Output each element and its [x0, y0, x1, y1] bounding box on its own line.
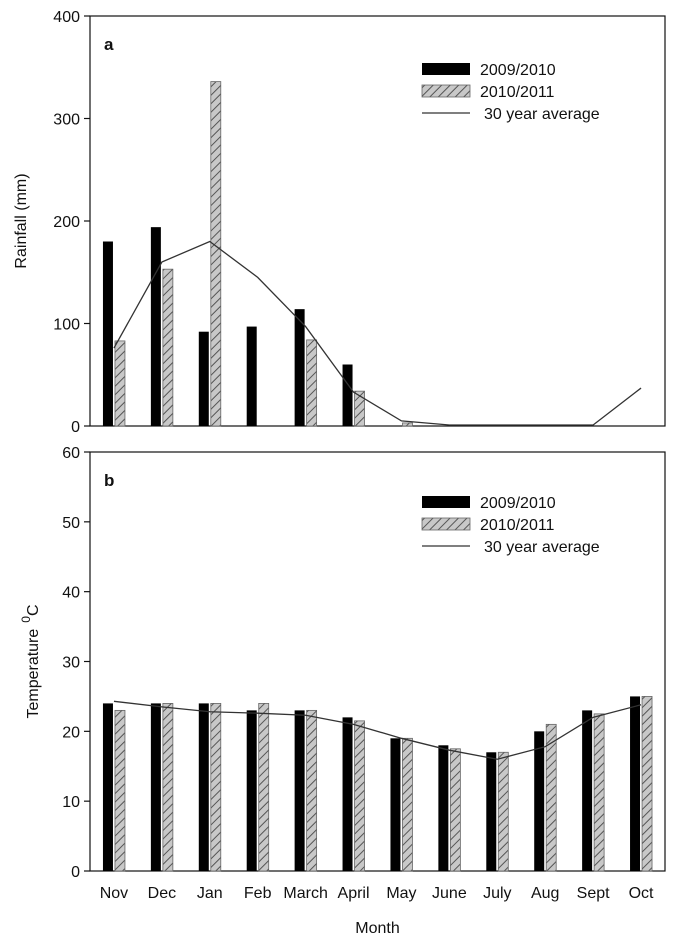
bar-b-2010-2011-march [306, 709, 318, 872]
bar-b-2009-2010-jan [198, 703, 209, 871]
bar-b-2010-2011-may [402, 737, 413, 872]
rainfall-panel: 0 100 200 300 400 a Rainfall (mm) 2009/2010 2010… [13, 9, 666, 436]
y-axis-label-text-a: Rainfall (mm) [13, 173, 30, 268]
x-tick-label-nov: Nov [100, 885, 128, 902]
bar-b-2010-2011-july [497, 751, 509, 872]
x-tick-label-aug: Aug [531, 885, 559, 902]
legend-label-b-2: 30 year average [484, 539, 600, 556]
y-axis-label-a: Rainfall (mm) [13, 173, 30, 268]
bar-b-2010-2011-april [354, 720, 365, 872]
y-tick-label-b-50: 50 [62, 515, 80, 532]
y-tick-label-a-0: 0 [71, 419, 80, 436]
bar-b-2009-2010-oct [630, 696, 641, 871]
panel-letter-a: a [104, 35, 114, 54]
bar-b-2009-2010-nov [102, 703, 113, 871]
legend-label-b-1: 2010/2011 [480, 517, 555, 534]
legend-label-a-2: 30 year average [484, 106, 600, 123]
y-tick-label-a-200: 200 [53, 214, 80, 231]
y-axis-label-unit: C [25, 604, 42, 616]
bar-b-2010-2011-jan [210, 703, 222, 872]
y-tick-label-b-30: 30 [62, 655, 80, 672]
y-tick-label-a-400: 400 [53, 9, 80, 26]
y-axis-label-text-b: Temperature [25, 629, 42, 719]
y-tick-label-b-40: 40 [62, 585, 80, 602]
bar-b-2009-2010-may [390, 738, 401, 871]
legend-label-a-0: 2009/2010 [480, 62, 556, 79]
y-tick-label-b-20: 20 [62, 724, 80, 741]
x-tick-label-feb: Feb [244, 885, 272, 902]
x-axis-label: Month [355, 920, 399, 937]
bar-a-2009-2010-nov [102, 241, 113, 426]
bar-a-2010-2011-dec [162, 268, 174, 427]
plot-frame-a [89, 15, 666, 427]
bar-b-2009-2010-dec [150, 703, 161, 871]
bar-b-2009-2010-aug [534, 731, 545, 871]
y-tick-label-b-0: 0 [71, 864, 80, 881]
x-tick-label-may: May [386, 885, 416, 902]
bar-a-2010-2011-march [306, 339, 318, 427]
average-line-b [113, 700, 642, 760]
bar-b-2010-2011-aug [545, 723, 557, 872]
bar-a-2010-2011-nov [114, 340, 126, 427]
bar-a-2010-2011-jan [210, 81, 222, 427]
x-tick-label-jan: Jan [197, 885, 223, 902]
bar-b-2010-2011-sept [593, 713, 605, 872]
y-axis-label-b: Temperature 0C [19, 604, 42, 718]
plot-frame-b [89, 451, 666, 872]
bar-a-2010-2011-april [354, 390, 365, 427]
bar-b-2009-2010-july [486, 752, 497, 871]
y-tick-label-a-300: 300 [53, 112, 80, 129]
x-tick-label-april: April [338, 885, 370, 902]
panel-letter-b: b [104, 471, 114, 490]
x-tick-label-dec: Dec [148, 885, 176, 902]
x-tick-label-july: July [483, 885, 511, 902]
x-tick-label-march: March [283, 885, 327, 902]
bar-b-2010-2011-june [449, 748, 461, 872]
x-tick-label-sept: Sept [577, 885, 610, 902]
bar-b-2009-2010-sept [582, 710, 593, 871]
bar-b-2010-2011-dec [162, 703, 174, 872]
legend-a: 2009/2010 2010/2011 30 year average [421, 62, 600, 123]
bar-a-2010-2011-may [402, 422, 413, 427]
legend-swatch-a-1 [421, 84, 471, 98]
legend-label-b-0: 2009/2010 [480, 495, 556, 512]
average-line-a [113, 240, 642, 426]
bar-b-2009-2010-feb [246, 710, 257, 871]
bar-a-2009-2010-jan [198, 331, 209, 426]
y-tick-label-b-10: 10 [62, 794, 80, 811]
bar-b-2009-2010-april [342, 717, 353, 871]
temperature-panel: 0 10 20 30 40 50 60 Nov Dec Jan Feb March April May Ju… [19, 445, 666, 937]
y-tick-label-b-60: 60 [62, 445, 80, 462]
y-axis-label-superscript: 0 [19, 616, 33, 623]
y-tick-label-a-100: 100 [53, 317, 80, 334]
legend-swatch-b-1 [421, 517, 471, 531]
legend-b: 2009/2010 2010/2011 30 year average [421, 495, 600, 556]
bar-b-2009-2010-march [294, 710, 305, 871]
bar-b-2010-2011-feb [258, 703, 270, 872]
bar-a-2009-2010-dec [150, 227, 161, 426]
bar-b-2010-2011-nov [114, 709, 126, 872]
bar-a-2009-2010-april [342, 364, 353, 426]
bar-a-2009-2010-march [294, 309, 305, 426]
bar-a-2009-2010-feb [246, 326, 257, 426]
x-tick-label-june: June [432, 885, 467, 902]
bar-b-2009-2010-june [438, 745, 449, 871]
legend-swatch-b-0 [422, 496, 470, 508]
x-tick-label-oct: Oct [629, 885, 654, 902]
bar-b-2010-2011-oct [641, 696, 653, 872]
legend-label-a-1: 2010/2011 [480, 84, 555, 101]
legend-swatch-a-0 [422, 63, 470, 75]
